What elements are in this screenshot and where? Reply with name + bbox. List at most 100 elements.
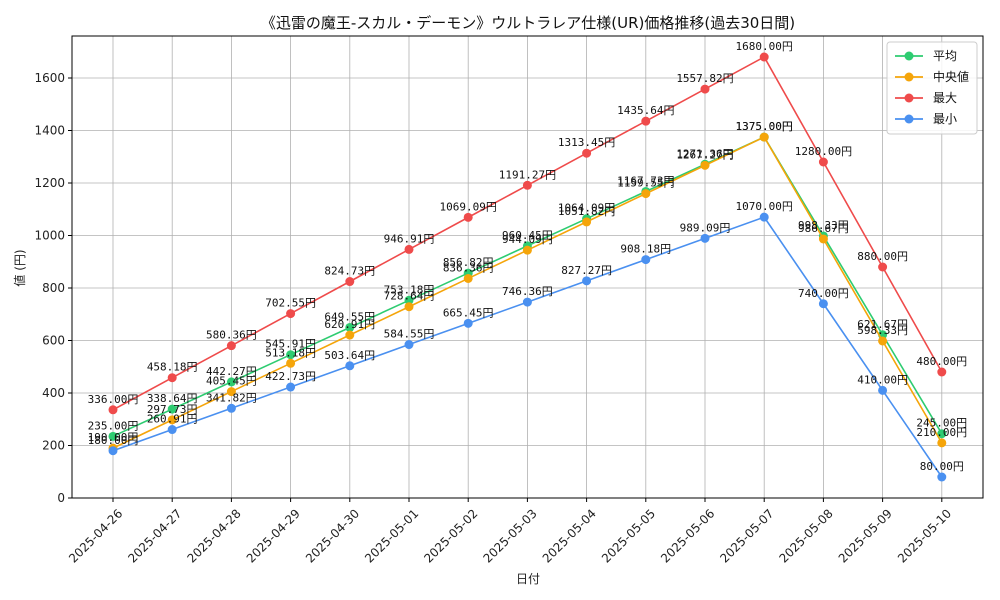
y-tick-label: 1400: [34, 124, 65, 138]
data-label: 297.73円: [147, 403, 198, 416]
data-point: [759, 132, 769, 142]
x-axis-title: 日付: [516, 572, 540, 586]
data-label: 620.91円: [324, 318, 375, 331]
data-point: [937, 472, 947, 482]
data-point: [759, 212, 769, 222]
data-label: 824.73円: [324, 265, 375, 278]
data-point: [641, 116, 651, 126]
data-label: 410.00円: [857, 373, 908, 386]
data-label: 908.18円: [620, 243, 671, 256]
data-point: [878, 262, 888, 272]
data-label: 1070.00円: [736, 200, 793, 213]
data-point: [582, 217, 592, 227]
data-point: [641, 189, 651, 199]
data-point: [226, 403, 236, 413]
data-point: [463, 212, 473, 222]
data-label: 458.18円: [147, 361, 198, 374]
data-label: 665.45円: [443, 306, 494, 319]
data-point: [818, 234, 828, 244]
data-point: [345, 277, 355, 287]
legend-label: 最大: [933, 91, 957, 105]
data-label: 1159.55円: [617, 177, 674, 190]
data-point: [167, 425, 177, 435]
series-lines: [108, 52, 947, 482]
legend-marker: [904, 93, 914, 103]
data-point: [286, 382, 296, 392]
data-label: 235.00円: [88, 419, 139, 432]
data-point: [522, 180, 532, 190]
data-point: [700, 233, 710, 243]
data-label: 1375.00円: [736, 120, 793, 133]
y-tick-label: 1600: [34, 71, 65, 85]
data-label: 827.27円: [561, 264, 612, 277]
data-point: [463, 318, 473, 328]
data-point: [582, 276, 592, 286]
legend-box: [886, 41, 978, 135]
data-label: 598.33円: [857, 324, 908, 337]
data-point: [937, 429, 947, 439]
data-point: [463, 273, 473, 283]
x-tick-label: 2025-05-02: [421, 506, 480, 565]
data-label: 341.82円: [206, 391, 257, 404]
data-label: 621.67円: [857, 318, 908, 331]
data-label: 649.55円: [324, 310, 375, 323]
data-label: 545.91円: [265, 338, 316, 351]
data-label: 1280.00円: [795, 145, 852, 158]
data-label: 180.00円: [88, 434, 139, 447]
data-point: [700, 84, 710, 94]
data-point: [700, 160, 710, 170]
legend-marker: [904, 51, 914, 61]
y-tick-label: 800: [42, 281, 65, 295]
data-point: [167, 373, 177, 383]
data-point: [167, 415, 177, 425]
data-point: [286, 309, 296, 319]
data-label: 960.45円: [502, 229, 553, 242]
data-label: 702.55円: [265, 297, 316, 310]
data-point: [226, 387, 236, 397]
x-tick-label: 2025-05-05: [599, 506, 658, 565]
data-label: 190.00円: [88, 431, 139, 444]
x-tick-label: 2025-05-09: [836, 506, 895, 565]
data-label: 1271.36円: [676, 147, 733, 160]
data-point: [937, 438, 947, 448]
data-label: 753.18円: [384, 283, 435, 296]
data-label: 946.91円: [384, 232, 435, 245]
data-point: [878, 385, 888, 395]
data-label: 1064.09円: [558, 202, 615, 215]
data-label: 746.36円: [502, 285, 553, 298]
data-label: 336.00円: [88, 393, 139, 406]
data-point: [286, 358, 296, 368]
data-label: 989.09円: [680, 221, 731, 234]
data-label: 1375.00円: [736, 120, 793, 133]
y-tick-label: 200: [42, 439, 65, 453]
data-label: 338.64円: [147, 392, 198, 405]
legend-marker: [904, 72, 914, 82]
y-tick-label: 600: [42, 334, 65, 348]
data-label: 405.45円: [206, 375, 257, 388]
x-tick-label: 2025-05-10: [895, 506, 954, 565]
data-point: [286, 350, 296, 360]
legend-label: 平均: [933, 49, 957, 63]
data-point: [818, 157, 828, 167]
data-point: [345, 330, 355, 340]
x-tick-label: 2025-05-08: [777, 506, 836, 565]
data-point: [108, 431, 118, 441]
data-label: 513.18円: [265, 346, 316, 359]
data-label: 480.00円: [916, 355, 967, 368]
x-tick-label: 2025-05-03: [481, 506, 540, 565]
x-tick-label: 2025-04-27: [125, 506, 184, 565]
data-label: 856.82円: [443, 256, 494, 269]
data-label: 422.73円: [265, 370, 316, 383]
data-point: [522, 297, 532, 307]
data-label: 580.36円: [206, 329, 257, 342]
data-point: [404, 302, 414, 312]
data-label: 740.00円: [798, 287, 849, 300]
data-point: [878, 336, 888, 346]
data-point: [345, 361, 355, 371]
y-tick-label: 400: [42, 386, 65, 400]
data-label: 503.64円: [324, 349, 375, 362]
data-label: 1051.82円: [558, 205, 615, 218]
y-tick-label: 1000: [34, 229, 65, 243]
